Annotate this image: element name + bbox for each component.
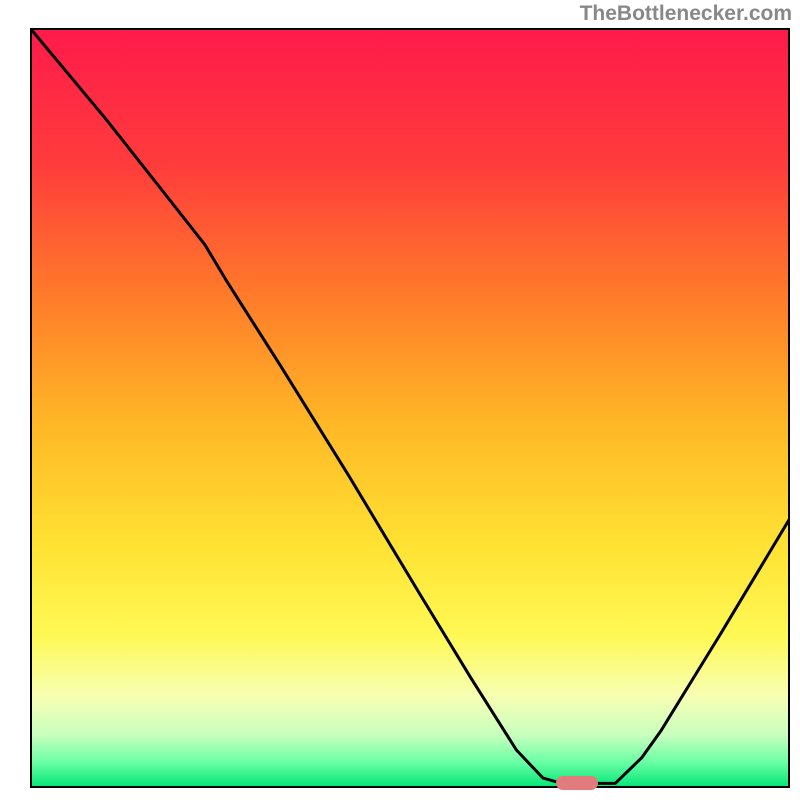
bottleneck-chart [30, 28, 790, 788]
watermark-text: TheBottlenecker.com [580, 2, 792, 26]
chart-svg [30, 28, 790, 788]
optimal-marker [556, 776, 598, 790]
gradient-background [30, 28, 790, 788]
